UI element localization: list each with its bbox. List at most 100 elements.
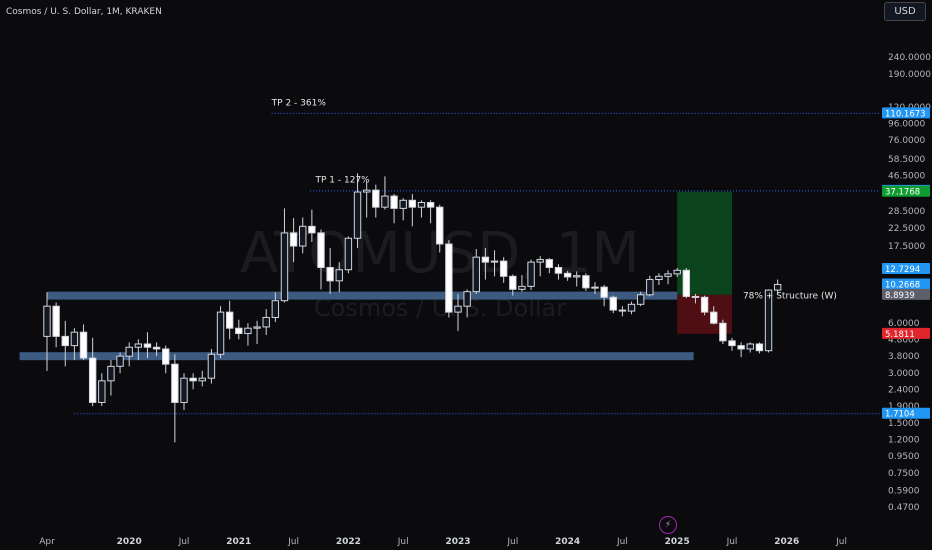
price-label: 1.7104 (882, 407, 930, 420)
candle-body (755, 343, 764, 352)
chart-title: Cosmos / U. S. Dollar, 1M, KRAKEN (6, 7, 162, 17)
price-label: 37.1768 (882, 185, 930, 198)
candle (271, 292, 280, 323)
x-tick-label: Jul (397, 537, 409, 547)
y-tick-label: 76.0000 (888, 136, 925, 146)
support-zones[interactable] (19, 291, 694, 361)
candle-body (353, 191, 362, 239)
candle-body (289, 232, 298, 247)
candle (125, 342, 133, 367)
candle (52, 302, 60, 348)
candle (61, 320, 69, 367)
candle (490, 250, 499, 277)
candle-body (134, 343, 143, 348)
candle (134, 339, 143, 361)
candle-body (646, 279, 654, 296)
candle-body (719, 322, 727, 342)
price-axis[interactable]: 240.0000190.0000120.000096.000076.000058… (888, 53, 931, 513)
lower-support-zone (19, 352, 694, 361)
annotations: TP 2 - 361% TP 1 - 127% 78% + Structure (W… (271, 99, 837, 302)
candle-body (710, 311, 718, 324)
candle (518, 275, 526, 292)
y-tick-label: 3.0000 (888, 369, 920, 379)
candle (299, 217, 307, 254)
candle (289, 218, 298, 263)
candle (171, 354, 179, 443)
candle-body (399, 199, 407, 209)
candle-body (207, 353, 216, 379)
candle-body (326, 266, 334, 282)
candle (646, 275, 654, 297)
candle-body (107, 365, 115, 382)
candle (746, 342, 754, 353)
candle (235, 319, 243, 340)
candle-body (463, 291, 471, 307)
y-tick-label: 190.0000 (888, 70, 931, 80)
candle-body (235, 327, 243, 335)
candle (773, 279, 782, 295)
candle-body (773, 283, 782, 291)
lightning-bolt-icon[interactable]: ⚡ (659, 516, 677, 534)
price-label-bg (882, 262, 930, 274)
candle-body (162, 348, 170, 365)
y-tick-label: 4.8000 (888, 335, 920, 345)
candle-body (545, 259, 554, 268)
candle (536, 256, 544, 277)
candle-body (335, 269, 343, 282)
price-label: 12.7294 (882, 262, 930, 275)
x-tick-label: 2022 (336, 537, 361, 547)
x-tick-label: 2026 (774, 537, 799, 547)
y-tick-label: 0.5900 (888, 486, 920, 496)
candle (618, 306, 627, 317)
candle (70, 328, 79, 361)
candle (225, 300, 234, 340)
price-label-value: 12.7294 (885, 265, 920, 275)
candle-body (573, 275, 581, 278)
candle-body (609, 296, 617, 311)
candle-body (737, 345, 745, 350)
candle (262, 309, 270, 335)
candle-body (253, 326, 261, 329)
candle-body (43, 305, 51, 337)
time-axis[interactable]: Apr 2020 Jul 2021 Jul 2022 Jul 2023 Jul 2024 Jul 20… (39, 537, 847, 547)
candle (88, 337, 97, 407)
currency-button[interactable]: USD (884, 2, 926, 21)
candle-body (216, 311, 225, 355)
x-tick-label: Jul (835, 537, 847, 547)
candle (655, 273, 663, 285)
candle-body (180, 377, 188, 403)
candle (445, 240, 453, 318)
candle (189, 373, 197, 390)
candle-body (600, 286, 608, 298)
y-tick-label: 6.0000 (888, 319, 920, 329)
candle-body (454, 305, 462, 313)
x-tick-label: 2020 (117, 537, 142, 547)
candle (353, 173, 362, 249)
price-label: 110.1673 (882, 107, 930, 119)
y-tick-label: 96.0000 (888, 119, 925, 129)
x-tick-label: Jul (287, 537, 299, 547)
candle (180, 373, 188, 411)
candle-body (627, 303, 636, 312)
candle-body (682, 269, 691, 297)
candle (764, 289, 773, 353)
candle-body (143, 343, 152, 348)
candle (381, 176, 389, 210)
y-tick-label: 28.5000 (888, 207, 925, 217)
x-tick-label: Jul (616, 537, 628, 547)
candle (527, 259, 535, 291)
x-tick-label: 2025 (665, 537, 690, 547)
candle-body (436, 206, 444, 245)
price-label-bg (882, 185, 930, 197)
candle-body (244, 327, 252, 335)
candle (582, 273, 590, 291)
candle-body (198, 377, 206, 382)
candle (98, 373, 106, 407)
candle (152, 342, 161, 357)
y-tick-label: 2.4000 (888, 385, 920, 395)
candle-body (472, 256, 480, 293)
candle (326, 248, 334, 294)
price-label-bg (882, 288, 930, 300)
candle (372, 184, 380, 218)
